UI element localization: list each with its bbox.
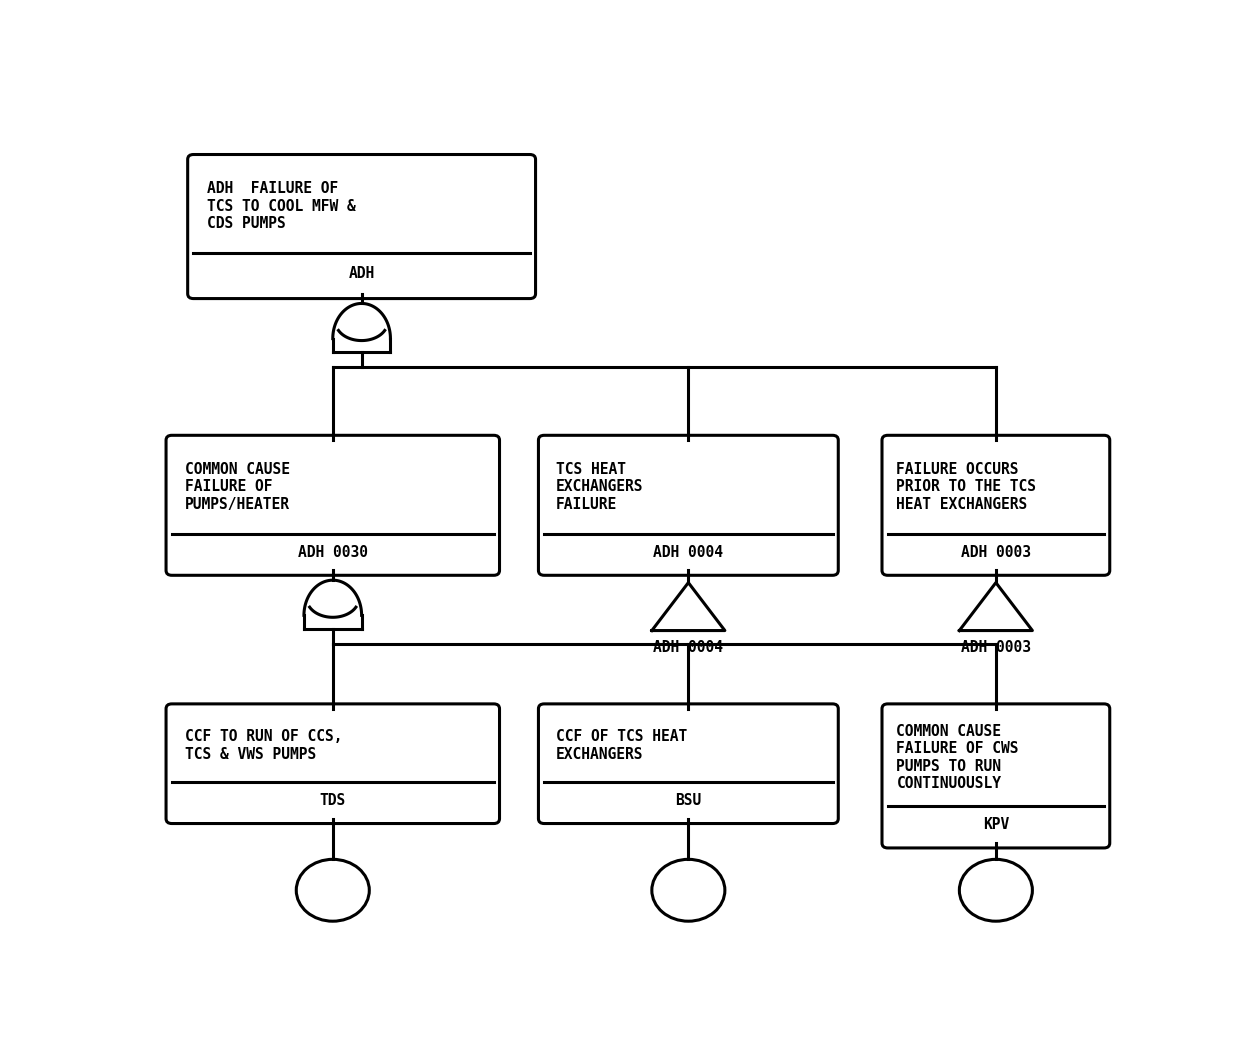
Text: ADH 0030: ADH 0030 xyxy=(298,544,368,559)
FancyBboxPatch shape xyxy=(538,435,838,575)
Text: COMMON CAUSE
FAILURE OF
PUMPS/HEATER: COMMON CAUSE FAILURE OF PUMPS/HEATER xyxy=(185,462,290,512)
Text: CCF OF TCS HEAT
EXCHANGERS: CCF OF TCS HEAT EXCHANGERS xyxy=(556,729,687,762)
Text: ADH 0003: ADH 0003 xyxy=(961,641,1030,655)
Text: KPV: KPV xyxy=(983,817,1009,832)
FancyBboxPatch shape xyxy=(538,704,838,823)
Text: BSU: BSU xyxy=(676,793,702,808)
Text: ADH  FAILURE OF
TCS TO COOL MFW &
CDS PUMPS: ADH FAILURE OF TCS TO COOL MFW & CDS PUM… xyxy=(207,182,356,231)
FancyBboxPatch shape xyxy=(187,154,536,298)
FancyBboxPatch shape xyxy=(166,435,500,575)
Text: ADH 0004: ADH 0004 xyxy=(653,544,723,559)
Text: ADH 0004: ADH 0004 xyxy=(653,641,723,655)
FancyBboxPatch shape xyxy=(166,704,500,823)
FancyBboxPatch shape xyxy=(882,435,1110,575)
Text: ADH: ADH xyxy=(348,266,374,281)
Text: CCF TO RUN OF CCS,
TCS & VWS PUMPS: CCF TO RUN OF CCS, TCS & VWS PUMPS xyxy=(185,729,342,762)
Text: TCS HEAT
EXCHANGERS
FAILURE: TCS HEAT EXCHANGERS FAILURE xyxy=(556,462,644,512)
Text: TDS: TDS xyxy=(320,793,346,808)
Text: ADH 0003: ADH 0003 xyxy=(961,544,1030,559)
FancyBboxPatch shape xyxy=(882,704,1110,848)
Text: FAILURE OCCURS
PRIOR TO THE TCS
HEAT EXCHANGERS: FAILURE OCCURS PRIOR TO THE TCS HEAT EXC… xyxy=(897,462,1037,512)
Text: COMMON CAUSE
FAILURE OF CWS
PUMPS TO RUN
CONTINUOUSLY: COMMON CAUSE FAILURE OF CWS PUMPS TO RUN… xyxy=(897,724,1019,792)
